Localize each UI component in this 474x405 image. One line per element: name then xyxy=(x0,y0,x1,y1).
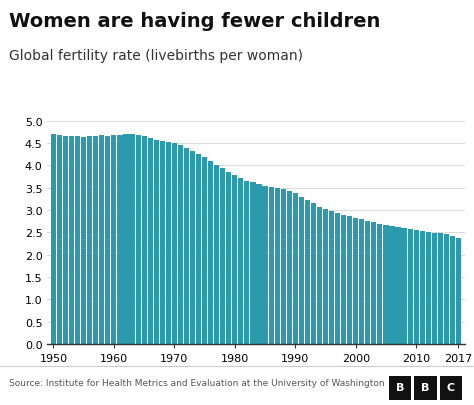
Bar xyxy=(214,165,219,344)
Bar xyxy=(323,210,328,344)
Bar xyxy=(190,152,195,344)
Bar xyxy=(129,135,135,344)
Bar xyxy=(75,137,80,344)
Bar xyxy=(408,230,413,344)
Bar xyxy=(208,162,213,344)
Bar xyxy=(438,234,443,344)
Bar xyxy=(69,137,74,344)
Bar xyxy=(123,135,128,344)
Text: Women are having fewer children: Women are having fewer children xyxy=(9,12,381,31)
Bar xyxy=(51,135,56,344)
Bar xyxy=(335,214,340,344)
Bar xyxy=(268,188,273,344)
Bar xyxy=(456,239,461,344)
Text: Source: Institute for Health Metrics and Evaluation at the University of Washing: Source: Institute for Health Metrics and… xyxy=(9,378,385,387)
Bar xyxy=(263,186,268,344)
Bar xyxy=(383,225,389,344)
Bar xyxy=(341,215,346,344)
Bar xyxy=(160,141,165,344)
Bar xyxy=(450,236,455,344)
Bar xyxy=(142,137,146,344)
Bar xyxy=(166,143,171,344)
Bar xyxy=(118,135,122,344)
Bar xyxy=(274,188,280,344)
Text: B: B xyxy=(396,382,404,392)
Bar xyxy=(444,234,449,344)
Bar xyxy=(281,190,286,344)
Bar xyxy=(426,232,431,344)
Bar xyxy=(401,228,407,344)
FancyBboxPatch shape xyxy=(440,377,462,400)
Bar xyxy=(395,228,401,344)
Bar xyxy=(238,179,244,344)
Bar xyxy=(347,216,352,344)
Bar xyxy=(311,204,316,344)
Bar xyxy=(287,192,292,344)
Bar xyxy=(99,136,104,344)
Bar xyxy=(232,176,237,344)
Bar xyxy=(111,136,117,344)
Bar xyxy=(256,185,262,344)
Text: B: B xyxy=(421,382,430,392)
Bar xyxy=(353,218,358,344)
Bar xyxy=(359,220,365,344)
FancyBboxPatch shape xyxy=(389,377,411,400)
Bar xyxy=(244,181,249,344)
Bar xyxy=(63,136,68,344)
Bar xyxy=(220,169,225,344)
Bar xyxy=(432,233,437,344)
Bar xyxy=(93,136,98,344)
Bar xyxy=(81,138,86,344)
Bar xyxy=(329,212,334,344)
Bar xyxy=(226,172,231,344)
Bar xyxy=(377,224,383,344)
Bar xyxy=(172,144,177,344)
Bar xyxy=(147,139,153,344)
Text: C: C xyxy=(447,382,455,392)
Bar xyxy=(178,146,183,344)
Bar xyxy=(196,155,201,344)
Bar xyxy=(250,183,255,344)
Bar xyxy=(365,221,370,344)
Bar xyxy=(305,201,310,344)
Bar xyxy=(87,137,92,344)
Bar xyxy=(317,207,322,344)
Bar xyxy=(299,197,304,344)
Bar xyxy=(419,232,425,344)
Bar xyxy=(105,136,110,344)
Bar xyxy=(136,136,141,344)
Bar xyxy=(414,230,419,344)
Bar xyxy=(154,140,159,344)
Bar xyxy=(184,149,189,344)
Bar xyxy=(57,136,62,344)
Text: Global fertility rate (livebirths per woman): Global fertility rate (livebirths per wo… xyxy=(9,49,303,62)
Bar xyxy=(371,223,376,344)
Bar xyxy=(202,158,207,344)
Bar xyxy=(390,227,394,344)
Bar xyxy=(292,194,298,344)
FancyBboxPatch shape xyxy=(414,377,437,400)
